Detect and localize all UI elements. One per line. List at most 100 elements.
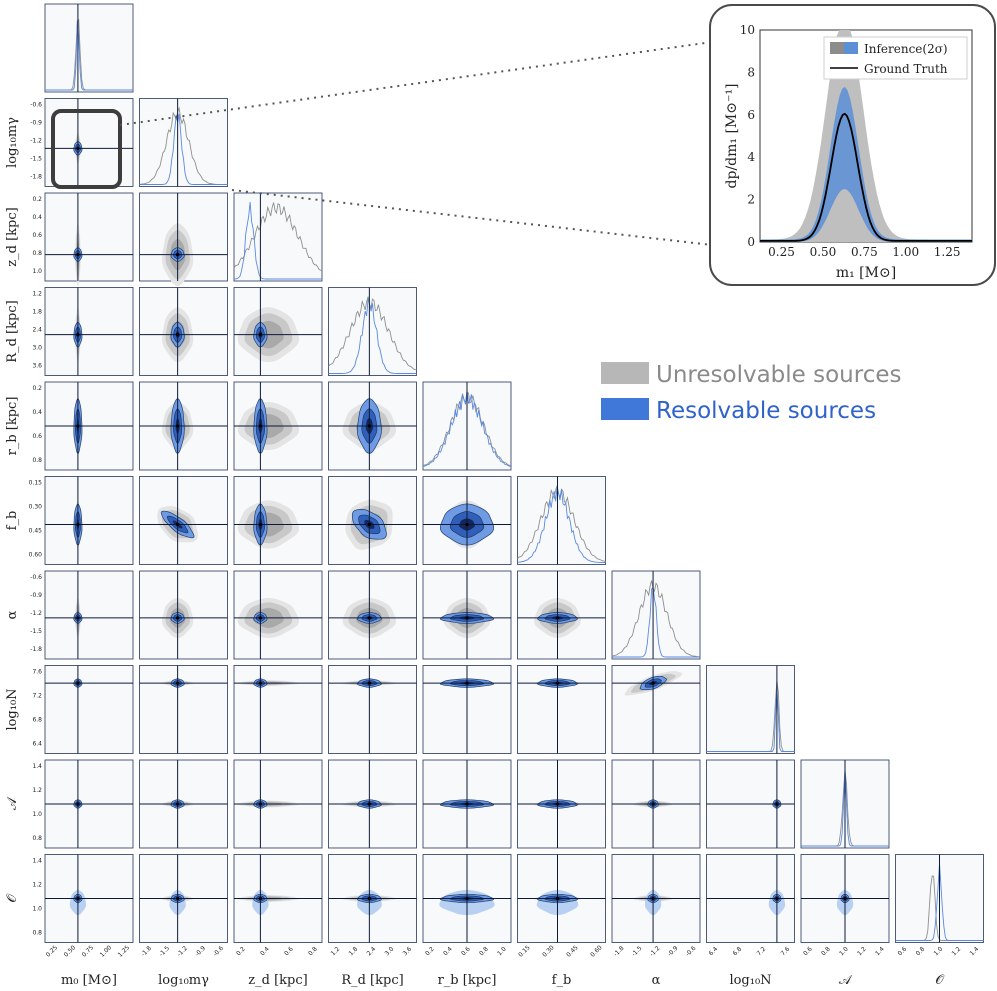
xtick-label: 0.25 xyxy=(45,944,60,959)
truth-point xyxy=(651,681,655,685)
truth-point xyxy=(76,802,80,806)
xtick-label: 0.8 xyxy=(915,945,927,957)
truth-point xyxy=(651,802,655,806)
ytick-label: -1.8 xyxy=(30,174,42,181)
xtick-label: 0.8 xyxy=(478,945,490,957)
xtick-label: 0.15 xyxy=(517,944,532,959)
truth-point xyxy=(176,424,180,428)
xlabel-9: 𝒪 xyxy=(935,973,944,988)
truth-point xyxy=(555,802,560,806)
ytick-label: 1.0 xyxy=(32,811,42,818)
xtick-label: -1.8 xyxy=(140,945,153,958)
ytick-label: 0.15 xyxy=(29,480,43,487)
inset-ytick: 4 xyxy=(747,150,755,164)
xtick-label: 1.25 xyxy=(117,944,132,959)
panel-5-2 xyxy=(233,476,323,565)
ytick-label: -1.2 xyxy=(30,138,42,145)
hist-resolvable-0 xyxy=(45,20,133,91)
ytick-label: 1.8 xyxy=(32,309,42,316)
hist-resolvable-7 xyxy=(706,688,795,752)
xtick-label: 1.4 xyxy=(874,945,886,957)
panel-8-7 xyxy=(706,759,795,849)
truth-point xyxy=(76,333,80,337)
xtick-label: 3.0 xyxy=(384,945,396,957)
ytick-label: 1.0 xyxy=(32,906,42,913)
xtick-label: 0.4 xyxy=(259,945,271,957)
panel-2-0: 0.2 0.4 0.6 0.8 1.0 xyxy=(32,192,134,287)
panel-frame xyxy=(44,3,134,93)
truth-point xyxy=(176,896,180,901)
truth-point xyxy=(367,802,371,806)
ylabel-6: α xyxy=(5,610,20,619)
truth-point xyxy=(367,424,371,428)
ylabel-5: f_b xyxy=(5,511,20,531)
xtick-label: -0.6 xyxy=(212,945,225,958)
panel-8-0: 1.4 1.2 1.0 0.8 xyxy=(32,759,134,849)
xtick-label: 0.6 xyxy=(802,945,814,957)
ytick-label: 6.8 xyxy=(32,717,42,724)
inset-xtick: 0.75 xyxy=(851,245,878,259)
xtick-label: -1.5 xyxy=(630,945,643,958)
ytick-label: 0.6 xyxy=(32,232,42,239)
truth-point xyxy=(555,681,560,685)
panel-7-0: 7.6 7.2 6.8 6.4 xyxy=(32,665,134,754)
truth-point xyxy=(258,522,262,527)
inset-xtick: 0.25 xyxy=(768,245,795,259)
ytick-label: -1.5 xyxy=(30,156,42,163)
panel-frame xyxy=(44,192,134,282)
legend: Unresolvable sources Resolvable sources xyxy=(601,362,901,424)
xtick-label: 1.0 xyxy=(496,945,508,957)
xtick-label: 1.2 xyxy=(330,945,342,957)
hist-unresolvable-1 xyxy=(139,106,228,185)
inset-xtick: 1.25 xyxy=(934,245,961,259)
panel-frame xyxy=(233,665,323,754)
legend-label-resolvable: Resolvable sources xyxy=(656,398,876,424)
truth-point xyxy=(775,896,779,901)
panel-8-5 xyxy=(517,759,606,849)
panel-2-1 xyxy=(139,192,228,287)
ylabel-3: R_d [kpc] xyxy=(5,300,20,362)
truth-point xyxy=(76,522,80,527)
xtick-label: 0.6 xyxy=(460,945,472,957)
panel-8-8 xyxy=(800,759,890,849)
ytick-label: 7.2 xyxy=(32,693,42,700)
xtick-label: 0.75 xyxy=(81,944,96,959)
panel-3-0: 1.2 1.8 2.4 3.0 3.6 xyxy=(32,287,134,376)
truth-point xyxy=(76,253,80,257)
inset-band-resolvable xyxy=(760,86,972,242)
ylabel-8: 𝒜 xyxy=(5,796,20,810)
xtick-label: -0.6 xyxy=(684,945,697,958)
inset-ytick: 0 xyxy=(747,235,755,249)
hist-unresolvable-5 xyxy=(517,485,606,562)
panel-2-2 xyxy=(233,192,323,282)
panel-6-4 xyxy=(422,570,512,660)
hist-unresolvable-3 xyxy=(328,296,417,371)
xtick-label: 1.2 xyxy=(856,945,868,957)
panel-8-4 xyxy=(422,759,512,849)
xtick-label: 1.0 xyxy=(933,945,945,957)
inset-ylabel: dp/dm₁ [M⊙⁻¹] xyxy=(724,84,740,189)
inset-ytick: 6 xyxy=(747,108,755,122)
ylabel-9: 𝒪 xyxy=(5,894,20,903)
panel-frame xyxy=(44,476,134,565)
ytick-label: 6.4 xyxy=(32,741,42,748)
truth-point xyxy=(176,522,180,527)
truth-point xyxy=(76,424,80,428)
truth-point xyxy=(465,896,469,901)
xtick-label: 0.50 xyxy=(63,944,78,959)
panel-7-2 xyxy=(233,665,323,754)
panel-4-4 xyxy=(422,381,512,471)
ytick-label: -0.6 xyxy=(30,102,42,109)
panel-4-3 xyxy=(328,381,417,471)
legend-swatch-unresolvable xyxy=(601,362,649,384)
panel-5-5 xyxy=(517,476,606,565)
xtick-label: 1.00 xyxy=(99,944,114,959)
inset-legend-truth: Ground Truth xyxy=(864,62,948,76)
inset-legend-inference: Inference(2σ) xyxy=(864,42,948,56)
hist-unresolvable-2 xyxy=(233,202,323,271)
truth-point xyxy=(367,522,371,527)
ytick-label: -0.9 xyxy=(30,120,42,127)
panel-frame xyxy=(44,570,134,660)
zoom-highlight-box xyxy=(51,109,122,189)
truth-point xyxy=(176,802,180,806)
